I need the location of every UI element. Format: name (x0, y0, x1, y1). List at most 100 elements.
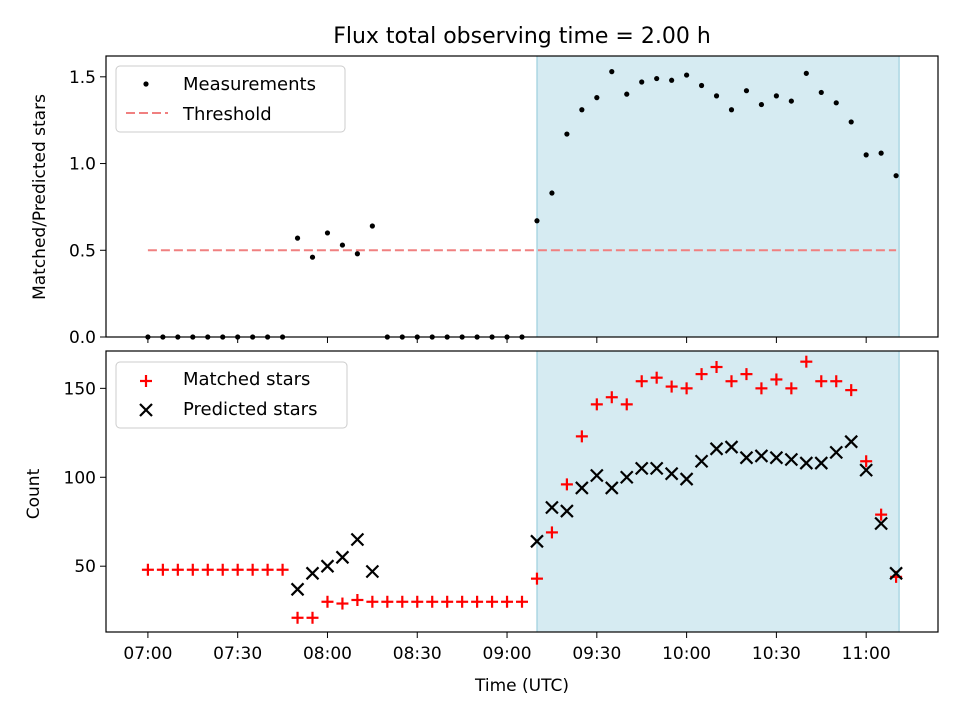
bottom-axes-frame (105, 350, 939, 633)
measurement-point (309, 254, 316, 260)
predicted-star-point (634, 461, 649, 476)
predicted-legend-marker (139, 403, 153, 417)
matched-star-point (725, 375, 738, 388)
matched-star-point (785, 382, 798, 395)
matched-star-point (575, 430, 588, 443)
matched-star-point (366, 595, 379, 608)
predicted-star-point (365, 564, 380, 579)
matched-star-point (246, 563, 259, 576)
matched-star-point (530, 572, 543, 585)
matched-star-point (216, 563, 229, 576)
measurement-point (863, 152, 869, 158)
matched-star-point (471, 595, 484, 608)
predicted-star-point (784, 452, 799, 467)
measurement-point (654, 75, 660, 82)
matched-star-point (635, 375, 648, 388)
matched-star-point (665, 380, 678, 393)
x-tick-label: 10:30 (752, 644, 801, 664)
matched-star-point (755, 382, 768, 395)
matched-star-point (186, 563, 199, 576)
matched-star-point (306, 611, 319, 624)
top-legend: Measurements Threshold (115, 65, 346, 133)
legend-predicted-stars: Predicted stars (183, 399, 317, 420)
measurement-point (893, 173, 899, 179)
predicted-star-point (724, 440, 739, 454)
predicted-star-point (320, 559, 335, 573)
matched-star-point (650, 371, 663, 384)
predicted-star-point (844, 434, 858, 449)
predicted-star-point (769, 450, 784, 465)
bottom-axis-ticks: 07:00 07:30 08:00 08:30 09:00 09:30 10:00 10:30… (64, 379, 891, 664)
matched-star-point (620, 398, 633, 411)
top-y-axis-label: Matched/Predicted stars (30, 94, 50, 300)
measurement-point (594, 95, 600, 101)
measurement-point (549, 190, 555, 196)
matched-star-point (231, 563, 244, 576)
predicted-star-point (290, 582, 305, 597)
matched-star-point (590, 398, 603, 411)
matched-star-point (501, 595, 514, 608)
predicted-star-point (545, 500, 559, 515)
x-tick-label: 11:00 (842, 644, 891, 664)
x-tick-label: 07:00 (123, 644, 172, 664)
predicted-star-point (560, 504, 574, 518)
matched-star-point (770, 373, 783, 386)
bottom-panel: 07:00 07:30 08:00 08:30 09:00 09:30 10:00 10:30… (24, 350, 939, 696)
predicted-star-point (694, 454, 709, 469)
measurement-point (354, 251, 360, 257)
predicted-star-point (335, 550, 350, 565)
measurement-point (684, 72, 690, 78)
bottom-shaded-span (536, 350, 900, 633)
matched-star-point (351, 593, 364, 606)
legend-threshold: Threshold (182, 104, 272, 125)
predicted-star-point (739, 450, 754, 465)
measurement-point (624, 91, 630, 97)
measurement-point (698, 82, 705, 89)
matched-legend-marker (140, 375, 152, 387)
predicted-star-point (575, 481, 589, 495)
predicted-star-point (590, 468, 604, 483)
x-axis-label: Time (UTC) (474, 676, 569, 696)
predicted-star-point (679, 472, 694, 486)
measurement-point (788, 98, 794, 104)
matched-star-point (875, 508, 888, 521)
matched-star-point (156, 563, 169, 576)
matched-star-point (860, 455, 873, 468)
matched-star-point (321, 595, 334, 608)
matched-star-point (276, 563, 289, 576)
measurement-point (369, 223, 375, 229)
x-tick-label: 09:00 (483, 644, 532, 664)
measurement-point (609, 69, 615, 75)
matched-star-point (426, 595, 439, 608)
measurement-point (728, 107, 735, 113)
bottom-y-tick-label: 50 (74, 557, 96, 577)
predicted-star-point (874, 516, 888, 531)
bottom-y-tick-label: 100 (64, 468, 96, 488)
predicted-star-point (889, 566, 903, 581)
matched-star-point (456, 595, 469, 608)
predicted-star-point (814, 456, 829, 470)
matched-star-point (141, 563, 154, 576)
x-tick-label: 08:00 (303, 644, 352, 664)
top-shaded-span (536, 55, 900, 338)
predicted-star-point (305, 566, 320, 581)
predicted-star-point (859, 463, 873, 477)
predicted-star-point (709, 442, 724, 456)
bottom-y-tick-label: 150 (64, 379, 96, 399)
predicted-star-point (530, 534, 544, 549)
matched-star-points (141, 355, 903, 624)
measurement-point (758, 101, 765, 108)
matched-star-point (680, 382, 693, 395)
matched-star-point (830, 375, 843, 388)
matched-star-point (171, 563, 184, 576)
measurement-point (713, 93, 720, 99)
matched-star-point (545, 526, 558, 539)
top-y-tick-label: 0.0 (69, 328, 96, 348)
predicted-star-point (799, 456, 814, 470)
matched-star-point (560, 478, 573, 491)
measurement-point (564, 131, 570, 137)
top-panel: 0.0 0.5 1.0 1.5 Matched/Predicted stars Mea… (30, 55, 939, 348)
measurement-point (848, 119, 854, 125)
top-axes-frame (105, 55, 939, 338)
